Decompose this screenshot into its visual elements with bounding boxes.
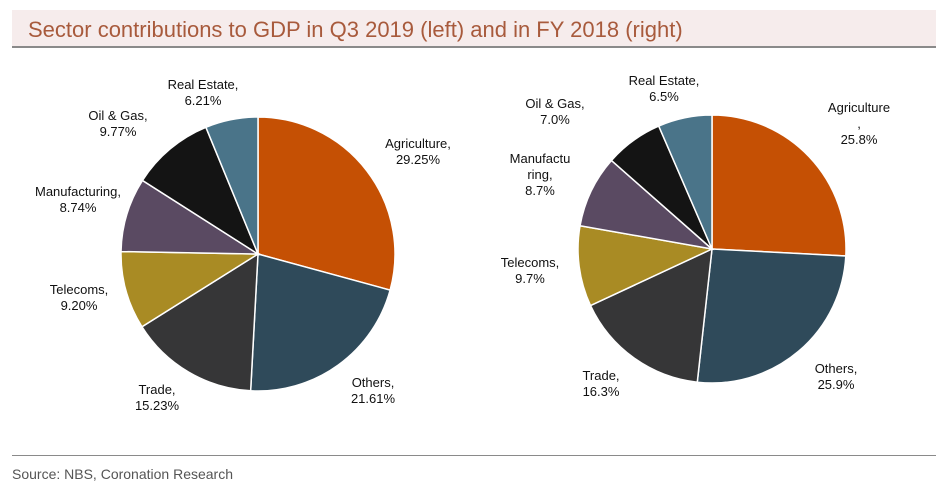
title-bar: Sector contributions to GDP in Q3 2019 (… (12, 10, 936, 48)
pie-left-label-oil-and-gas: Oil & Gas, 9.77% (88, 108, 147, 139)
pie-right-label-oil-and-gas: Oil & Gas, 7.0% (525, 96, 584, 127)
pie-left-label-trade: Trade, 15.23% (135, 382, 180, 413)
pie-right-label-agriculture: Agriculture, 25.8% (828, 100, 890, 147)
pie-right-slice-others (696, 248, 847, 384)
pie-left-label-real-estate: Real Estate, 6.21% (168, 77, 239, 108)
pie-left-slice-others (249, 253, 392, 392)
source-note: Source: NBS, Coronation Research (12, 466, 233, 482)
bottom-divider (12, 455, 936, 456)
pie-left-label-telecoms: Telecoms, 9.20% (50, 282, 109, 313)
pie-right-slice-telecoms (577, 224, 715, 307)
pie-right-label-real-estate: Real Estate, 6.5% (629, 73, 700, 104)
pie-left-slice-telecoms (120, 250, 261, 328)
pie-right-label-telecoms: Telecoms, 9.7% (501, 255, 560, 286)
pie-left-label-others: Others, 21.61% (351, 375, 396, 406)
pie-right-slice-trade (589, 247, 713, 384)
pie-left-slice-trade (140, 252, 259, 392)
pie-left-label-agriculture: Agriculture, 29.25% (385, 136, 451, 167)
pie-right-label-others: Others, 25.9% (815, 361, 858, 392)
pie-left-slice-agriculture (257, 116, 396, 292)
chart-title: Sector contributions to GDP in Q3 2019 (… (28, 17, 683, 42)
pie-right-slice-real-estate (657, 114, 713, 250)
pie-right-label-trade: Trade, 16.3% (582, 368, 619, 399)
pie-left-label-manufacturing: Manufacturing, 8.74% (35, 184, 121, 215)
pie-right-slice-agriculture (711, 114, 847, 257)
pie-left-slice-oil-and-gas (141, 126, 260, 256)
pie-left-slice-real-estate (204, 116, 259, 255)
pie-right-label-manufacturing: Manufactu ring, 8.7% (510, 151, 571, 198)
